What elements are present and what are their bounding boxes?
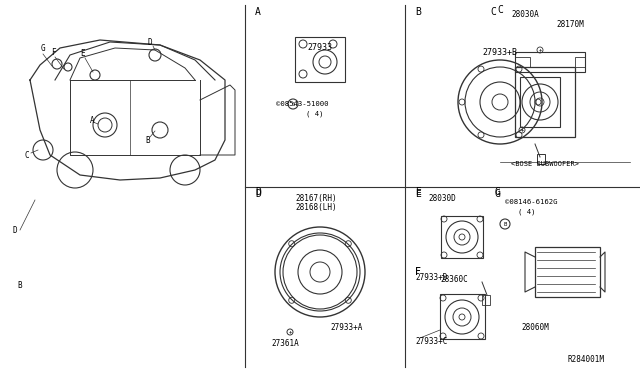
Text: 28030A: 28030A — [511, 10, 539, 19]
Text: A: A — [90, 115, 94, 125]
Text: F: F — [415, 267, 421, 277]
Text: +: + — [538, 48, 541, 52]
Text: D: D — [13, 225, 17, 234]
Text: A: A — [255, 7, 261, 17]
Text: F: F — [415, 267, 421, 277]
Text: ©08543-51000: ©08543-51000 — [276, 101, 328, 107]
Text: G: G — [495, 189, 501, 199]
Text: F: F — [51, 48, 55, 57]
Text: R284001M: R284001M — [568, 356, 605, 365]
Text: 27361A: 27361A — [271, 340, 299, 349]
Text: S: S — [291, 102, 294, 106]
Text: E: E — [81, 48, 85, 58]
Text: 27933+A: 27933+A — [330, 323, 362, 331]
Text: E: E — [415, 187, 421, 197]
Bar — [482, 295, 490, 305]
Text: 27933+B: 27933+B — [483, 48, 518, 57]
Text: 28170M: 28170M — [556, 19, 584, 29]
Text: 27933+D: 27933+D — [415, 273, 447, 282]
Text: 28360C: 28360C — [440, 275, 468, 283]
Text: 27933+C: 27933+C — [415, 337, 447, 346]
Bar — [515, 67, 575, 137]
Text: ©08146-6162G: ©08146-6162G — [505, 199, 557, 205]
Bar — [537, 154, 545, 164]
Text: +: + — [289, 330, 292, 334]
Text: 28168(LH): 28168(LH) — [295, 202, 337, 212]
Text: ( 4): ( 4) — [518, 209, 536, 215]
Text: B: B — [415, 7, 421, 17]
Text: C: C — [25, 151, 29, 160]
Text: D: D — [255, 187, 261, 197]
Text: E: E — [415, 189, 421, 199]
Text: B: B — [18, 280, 22, 289]
Text: 27933: 27933 — [307, 42, 333, 51]
Text: C: C — [497, 5, 503, 15]
Text: 28060M: 28060M — [521, 323, 549, 331]
Text: 28030D: 28030D — [428, 193, 456, 202]
Text: C: C — [490, 7, 496, 17]
Text: G: G — [41, 44, 45, 52]
Text: <BOSE SUBWOOFER>: <BOSE SUBWOOFER> — [511, 161, 579, 167]
Bar — [441, 216, 483, 258]
Text: D: D — [148, 38, 152, 46]
Text: B: B — [504, 221, 507, 227]
Bar — [295, 37, 345, 82]
Bar — [515, 52, 585, 72]
Text: D: D — [255, 189, 261, 199]
Bar — [520, 77, 560, 127]
Text: G: G — [495, 187, 501, 197]
Bar — [515, 57, 530, 67]
Text: ( 4): ( 4) — [307, 111, 324, 117]
Bar — [575, 57, 585, 67]
Text: B: B — [146, 135, 150, 144]
Bar — [440, 294, 485, 339]
Text: +: + — [520, 128, 524, 132]
Text: 28167(RH): 28167(RH) — [295, 193, 337, 202]
Bar — [535, 247, 600, 297]
